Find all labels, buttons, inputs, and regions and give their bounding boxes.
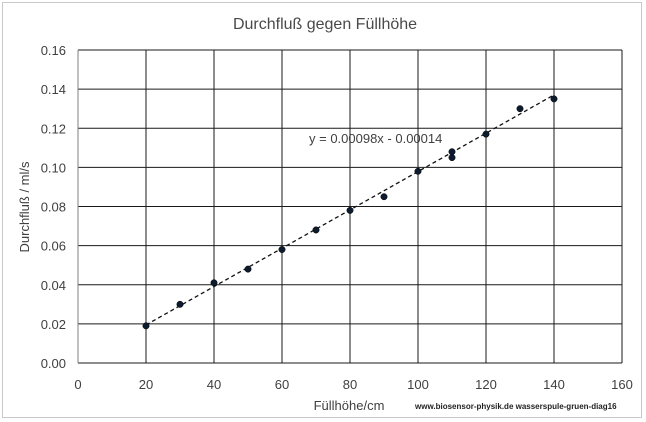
x-tick-label: 0 [74, 377, 81, 392]
data-point [346, 206, 354, 214]
data-point [448, 154, 456, 162]
y-tick-label: 0.10 [41, 160, 66, 175]
y-tick-label: 0.16 [41, 43, 66, 58]
data-point [516, 105, 524, 113]
x-tick-label: 80 [343, 377, 357, 392]
trendline-equation: y = 0.00098x - 0.00014 [309, 131, 442, 146]
credit-text: www.biosensor-physik.de wasserspule-grue… [414, 402, 617, 411]
y-tick-label: 0.14 [41, 82, 66, 97]
data-point [312, 226, 320, 234]
data-point [142, 322, 150, 330]
y-tick-label: 0.12 [41, 121, 66, 136]
data-points [142, 95, 558, 330]
x-tick-label: 140 [543, 377, 565, 392]
data-point [278, 246, 286, 253]
y-tick-label: 0.04 [41, 278, 66, 293]
data-point [414, 167, 422, 175]
y-tick-label: 0.08 [41, 200, 66, 215]
data-point [482, 130, 490, 138]
x-tick-label: 40 [207, 377, 221, 392]
x-tick-label: 160 [611, 377, 633, 392]
y-axis-label: Durchfluß / ml/s [17, 161, 32, 253]
data-point [176, 300, 184, 308]
data-point [244, 265, 252, 273]
chart-title: Durchfluß gegen Füllhöhe [233, 16, 417, 33]
y-axis-ticks: 0.00 0.02 0.04 0.06 0.08 0.10 0.12 0.14 0.16 [41, 43, 66, 371]
y-tick-label: 0.06 [41, 239, 66, 254]
x-axis-label: Füllhöhe/cm [314, 398, 385, 413]
data-point [550, 95, 558, 103]
x-axis-ticks: 0 20 40 60 80 100 120 140 160 [74, 377, 632, 392]
x-tick-label: 100 [407, 377, 429, 392]
x-tick-label: 20 [139, 377, 153, 392]
y-tick-label: 0.00 [41, 356, 66, 371]
data-point [210, 279, 218, 287]
chart: Durchfluß gegen Füllhöhe 0.000.020.040.0… [17, 16, 633, 413]
x-tick-label: 120 [475, 377, 497, 392]
x-tick-label: 60 [275, 377, 289, 392]
data-point [448, 148, 456, 156]
data-point [380, 193, 388, 201]
chart-frame: Durchfluß gegen Füllhöhe 0.00 0.02 0.04 0.0… [2, 2, 642, 418]
y-tick-label: 0.02 [41, 317, 66, 332]
grid [77, 49, 623, 364]
